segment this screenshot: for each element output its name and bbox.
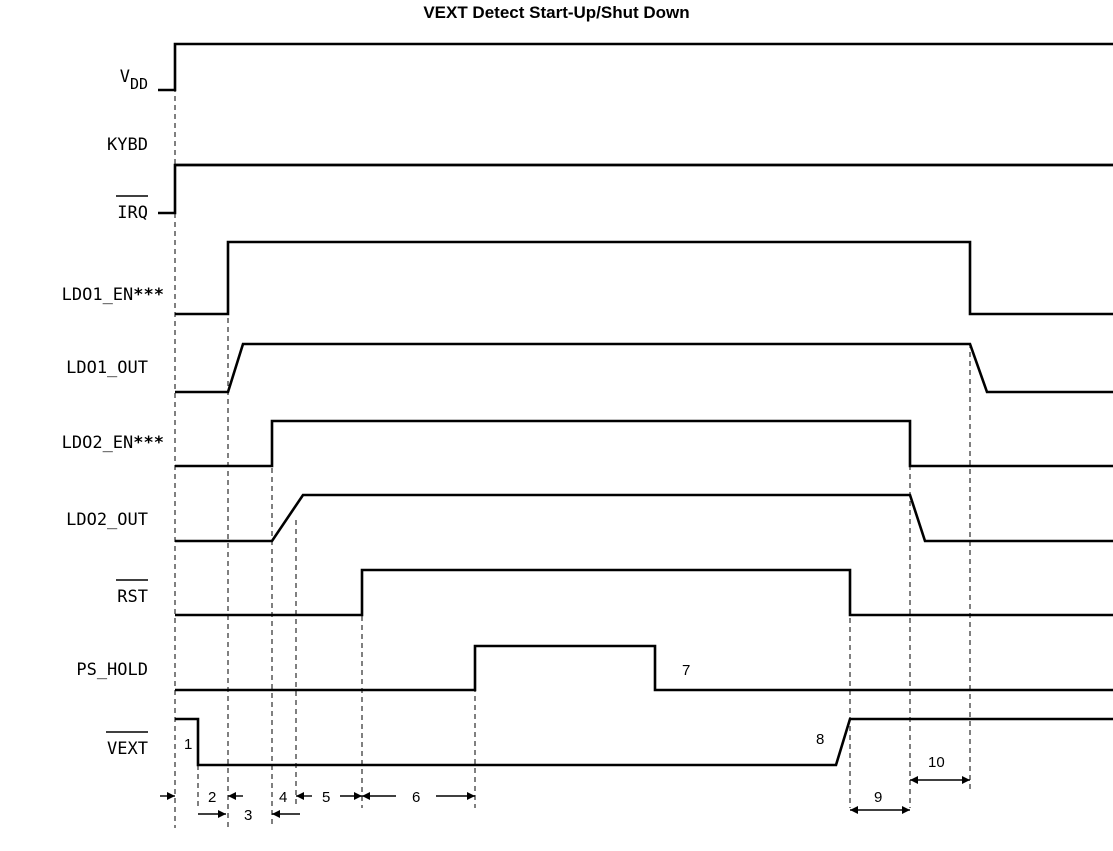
wave-ldo2-en xyxy=(175,419,1113,468)
marker-8: 8 xyxy=(816,731,824,748)
arrowhead xyxy=(910,776,918,784)
arrowhead xyxy=(467,792,475,800)
arrowhead xyxy=(167,792,175,800)
signal-labels: VDD KYBD IRQ LDO1_EN*** LDO1_OUT LDO2_EN… xyxy=(62,67,164,759)
marker-5: 5 xyxy=(322,789,330,806)
arrowhead xyxy=(228,792,236,800)
label-vext: VEXT xyxy=(107,739,148,759)
marker-4: 4 xyxy=(279,789,287,806)
label-ps-hold: PS_HOLD xyxy=(76,660,148,680)
arrowhead xyxy=(272,810,280,818)
label-ldo2-out: LDO2_OUT xyxy=(66,510,148,530)
label-ldo1-en: LDO1_EN*** xyxy=(62,285,164,305)
marker-7: 7 xyxy=(682,662,690,679)
label-irq: IRQ xyxy=(117,203,148,223)
wave-rst xyxy=(175,568,1113,617)
marker-10: 10 xyxy=(928,754,945,771)
label-ldo2-en: LDO2_EN*** xyxy=(62,433,164,453)
wave-ldo2-out xyxy=(175,493,1113,543)
arrowhead xyxy=(296,792,304,800)
arrowhead xyxy=(850,806,858,814)
marker-2: 2 xyxy=(208,789,216,806)
marker-6: 6 xyxy=(412,789,420,806)
wave-ps-hold xyxy=(175,644,1113,692)
label-vdd: VDD xyxy=(120,67,148,93)
marker-3: 3 xyxy=(244,807,252,824)
arrowhead xyxy=(218,810,226,818)
waveforms xyxy=(158,42,1113,767)
wave-ldo1-out xyxy=(175,342,1113,394)
arrowhead xyxy=(962,776,970,784)
wave-vdd xyxy=(158,42,1113,92)
label-rst: RST xyxy=(117,587,148,607)
diagram-title: VEXT Detect Start-Up/Shut Down xyxy=(423,3,690,22)
timing-markers: 1 2 3 4 5 6 7 8 9 10 xyxy=(160,662,970,824)
wave-ldo1-en xyxy=(175,240,1113,316)
wave-vext xyxy=(175,717,1113,767)
marker-1: 1 xyxy=(184,736,192,753)
marker-9: 9 xyxy=(874,789,882,806)
arrowhead xyxy=(354,792,362,800)
label-ldo1-out: LDO1_OUT xyxy=(66,358,148,378)
wave-irq xyxy=(158,163,1113,215)
arrowhead xyxy=(362,792,370,800)
arrowhead xyxy=(902,806,910,814)
reference-lines xyxy=(174,60,971,828)
label-kybd: KYBD xyxy=(107,135,148,155)
